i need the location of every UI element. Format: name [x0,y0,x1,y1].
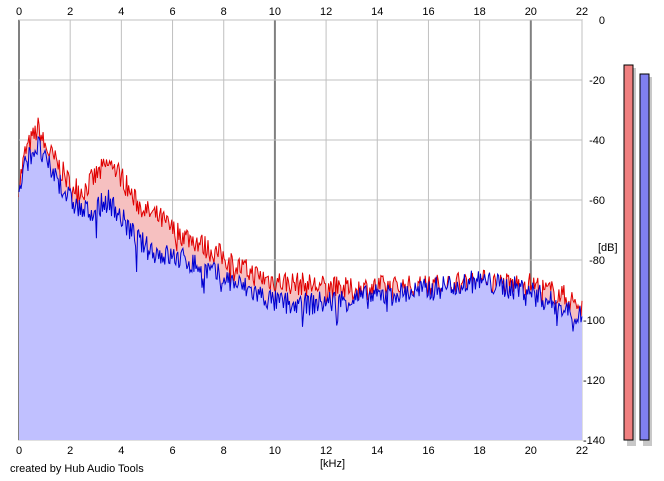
series-line-2 [18,135,583,332]
y-axis-label: [dB] [598,242,618,254]
x-tick-top-label: 12 [320,6,332,18]
y-tick-label: -20 [589,75,605,87]
x-tick-top-label: 10 [269,6,281,18]
y-tick-label: -60 [589,195,605,207]
x-tick-top-label: 20 [525,6,537,18]
x-tick-top-label: 2 [67,6,73,18]
x-tick-bottom-label: 12 [320,445,332,457]
series-area [18,117,583,440]
x-tick-bottom-label: 4 [118,445,124,457]
x-tick-bottom-label: 16 [422,445,434,457]
x-tick-top-label: 18 [474,6,486,18]
x-tick-top-label: 22 [576,6,588,18]
x-tick-bottom-label: 10 [269,445,281,457]
level-meter-2 [639,73,650,441]
x-tick-bottom-label: 14 [371,445,383,457]
y-tick-label: -120 [583,375,605,387]
y-tick-label: -100 [583,315,605,327]
x-tick-top-label: 4 [118,6,124,18]
x-tick-bottom-label: 20 [525,445,537,457]
credit-text: created by Hub Audio Tools [10,463,144,475]
x-axis-label: [kHz] [320,458,345,470]
x-tick-top-label: 6 [169,6,175,18]
y-tick-label: -40 [589,135,605,147]
x-tick-bottom-label: 2 [67,445,73,457]
level-meters [623,64,652,446]
x-tick-top-label: 8 [221,6,227,18]
x-tick-bottom-label: 8 [221,445,227,457]
y-tick-label: 0 [599,15,605,27]
y-tick-label: -80 [589,255,605,267]
x-tick-top-label: 16 [422,6,434,18]
x-tick-bottom-label: 22 [576,445,588,457]
x-tick-top-label: 0 [16,6,22,18]
x-tick-top-label: 14 [371,6,383,18]
x-tick-bottom-label: 6 [169,445,175,457]
x-tick-bottom-label: 0 [16,445,22,457]
y-tick-label: -140 [583,435,605,447]
tick-labels: 0 2 4 6 8 10 12 14 16 18 20 22 0 2 4 6 8 10 12 14 16 18 20 22 0 -… [16,6,605,457]
level-meter-1 [623,64,634,441]
series-fill-2 [19,136,582,440]
x-tick-bottom-label: 18 [474,445,486,457]
